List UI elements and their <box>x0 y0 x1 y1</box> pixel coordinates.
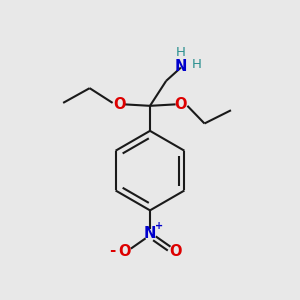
Text: +: + <box>155 221 164 231</box>
Text: O: O <box>119 244 131 259</box>
Text: H: H <box>191 58 201 71</box>
Text: N: N <box>175 58 187 74</box>
Text: O: O <box>169 244 181 259</box>
Text: -: - <box>110 243 116 258</box>
Text: O: O <box>113 97 125 112</box>
Text: N: N <box>144 226 156 242</box>
Text: O: O <box>175 97 187 112</box>
Text: H: H <box>176 46 186 59</box>
